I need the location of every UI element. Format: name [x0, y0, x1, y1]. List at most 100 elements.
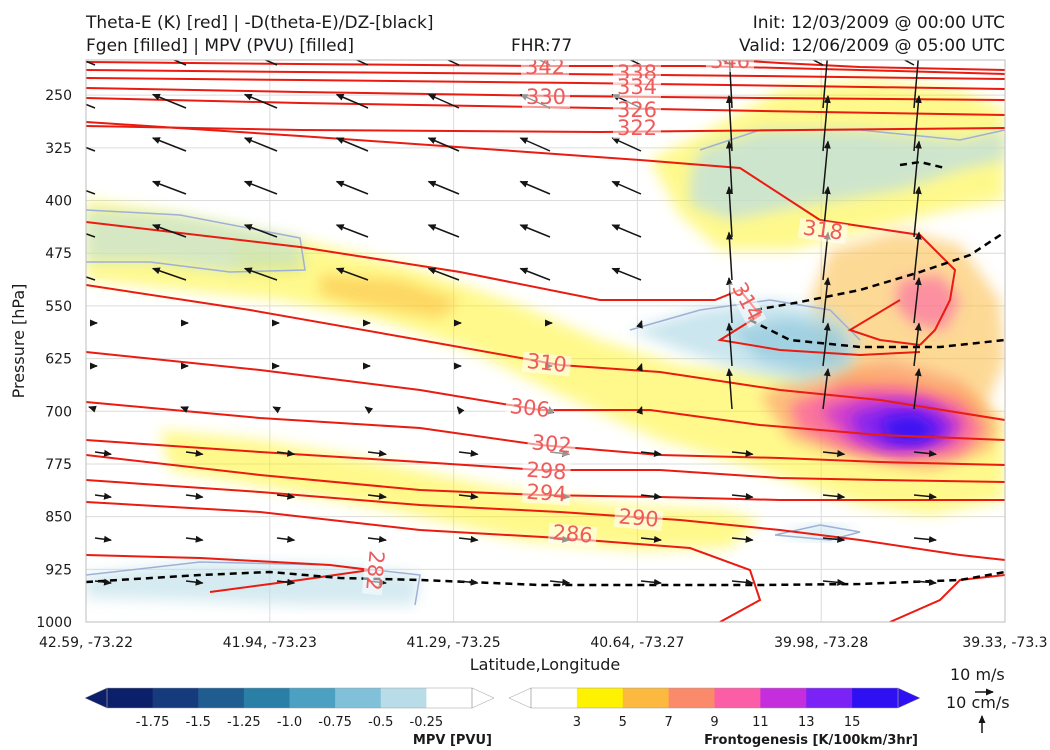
wind-vector	[427, 93, 460, 109]
wind-vector	[243, 267, 278, 281]
wind-vector	[276, 578, 296, 586]
colorbar-swatch	[576, 688, 624, 708]
wind-vector	[272, 406, 282, 414]
wind-vector	[913, 450, 937, 458]
wind-vector	[913, 578, 937, 586]
colorbar-tick-label: 3	[573, 715, 581, 730]
wind-vector	[726, 368, 734, 410]
wind-vector	[519, 224, 551, 238]
colorbar-swatch	[198, 688, 245, 708]
wind-vector	[913, 186, 922, 238]
filled-region	[895, 275, 960, 330]
wind-vector	[913, 277, 922, 324]
colorbar-tick-label: -0.75	[318, 715, 352, 730]
colorbar-tick-label: -1.75	[136, 715, 170, 730]
filled-region	[320, 275, 460, 318]
stability-contours	[86, 160, 1005, 587]
wind-vector	[629, 60, 642, 66]
wind-vector	[276, 492, 296, 500]
colorbar-swatch	[806, 688, 853, 708]
filled-region	[730, 318, 850, 372]
colorbar-swatch	[622, 688, 670, 708]
colorbar-tick-label: -1.5	[186, 715, 211, 730]
wind-vector	[731, 492, 754, 500]
contour-label-bg	[613, 506, 664, 532]
wind-vector	[726, 322, 733, 367]
wind-vector	[151, 93, 187, 109]
stability-contour	[86, 570, 1005, 587]
wind-vector	[88, 405, 97, 413]
colorbar-extend-left	[84, 687, 108, 709]
contour-label-bg	[613, 78, 661, 98]
colorbar-title: MPV [PVU]	[413, 733, 492, 748]
contour-label-334: 334	[617, 75, 657, 99]
y-tick-label: 925	[45, 562, 72, 578]
contour-label-346: 346	[710, 49, 750, 73]
wind-vector	[822, 322, 831, 367]
wind-vector	[725, 140, 733, 195]
x-tick-label: 42.59, -73.22	[39, 635, 133, 651]
wind-vector	[367, 449, 387, 457]
y-tick-label: 475	[45, 246, 72, 262]
plot-frame	[85, 59, 1006, 623]
filled-region	[160, 430, 760, 550]
y-tick-label: 775	[45, 457, 72, 473]
wind-ref-horizontal: 10 m/s	[950, 665, 1005, 684]
y-tick-label: 700	[45, 404, 72, 420]
colorbar-swatch	[531, 688, 578, 708]
contour-label-bg	[521, 482, 572, 506]
contour-label-342: 342	[525, 55, 565, 79]
contour-label-322: 322	[617, 116, 657, 140]
colorbar-extend-left	[508, 687, 532, 709]
wind-vector	[185, 535, 204, 543]
contour-label-302: 302	[531, 430, 573, 457]
mpv-outline	[629, 299, 861, 341]
y-tick-label: 850	[45, 510, 72, 526]
colorbar-swatch	[426, 688, 473, 708]
wind-vector	[903, 60, 915, 66]
theta-e-contour-290	[86, 479, 1005, 561]
wind-vector	[243, 224, 278, 238]
contour-label-bg	[726, 276, 767, 329]
wind-vector	[335, 224, 369, 238]
contour-label-306: 306	[509, 394, 551, 422]
wind-vector	[731, 578, 754, 586]
wind-vector	[86, 233, 96, 238]
contour-label-282: 282	[361, 550, 388, 592]
wind-vector	[636, 363, 643, 372]
contour-label-bg	[526, 432, 577, 458]
y-tick-label: 325	[45, 141, 72, 157]
theta-e-contour-306	[86, 351, 1005, 441]
colorbar-swatch	[335, 688, 382, 708]
colorbar-tick-label: 13	[798, 715, 815, 730]
colorbars: -1.75 -1.5 -1.25 -1.0 -0.75 -0.5 -0.25 MPV [PVU…	[84, 687, 921, 748]
wind-vector	[913, 95, 922, 152]
wind-vector	[640, 492, 662, 500]
x-tick-label: 41.94, -73.23	[223, 635, 317, 651]
wind-vector	[611, 224, 642, 238]
colorbar-tick-label: 9	[710, 715, 718, 730]
wind-vector	[263, 60, 278, 66]
theta-e-contour-segment	[847, 299, 921, 346]
theta-e-contour-318	[86, 121, 957, 346]
contour-label-bg	[504, 396, 555, 422]
y-axis-label: Pressure [hPa]	[9, 284, 28, 399]
theta-e-contour-302	[86, 401, 1005, 466]
wind-vector	[185, 492, 204, 500]
contour-labels: 342 3383343303263223183143103063022982942…	[361, 49, 848, 596]
wind-vector	[276, 535, 296, 543]
wind-vector	[367, 492, 387, 500]
y-tick-label: 400	[45, 194, 72, 210]
contour-label-330: 330	[526, 85, 566, 109]
wind-vector	[335, 137, 369, 152]
init-time: Init: 12/03/2009 @ 00:00 UTC	[752, 13, 1005, 33]
stability-contour	[749, 318, 1005, 349]
contour-label-326: 326	[617, 98, 657, 122]
x-tick-label: 40.64, -73.27	[590, 635, 684, 651]
colorbar-tick-label: -0.25	[410, 715, 444, 730]
colorbar-extend-right	[897, 687, 921, 709]
wind-vector	[86, 276, 96, 281]
filled-region	[86, 562, 420, 605]
theta-e-contour-334	[86, 77, 1005, 90]
